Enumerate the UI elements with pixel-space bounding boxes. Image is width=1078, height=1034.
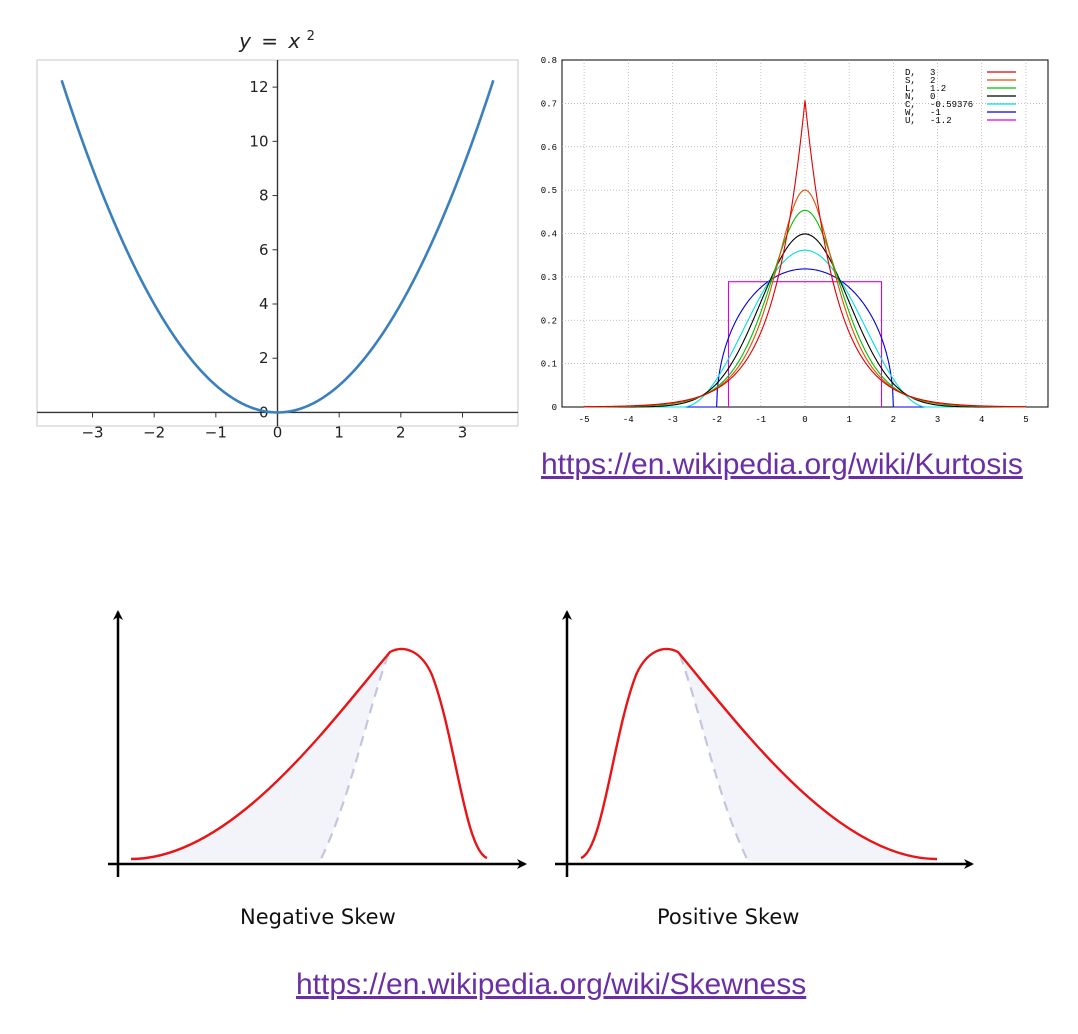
kurtosis-y-tick-label: 0.1 (541, 360, 557, 370)
legend-series-code: U, (905, 116, 916, 126)
title-equals: = (261, 29, 278, 53)
kurtosis-series (584, 100, 1026, 408)
parabola-curve (60, 79, 495, 414)
positive-skew-diagram (555, 610, 974, 877)
parabola-y-tick-label: 6 (259, 241, 269, 259)
kurtosis-x-tick-label: -4 (623, 415, 634, 425)
legend-series-value: 1.2 (930, 84, 946, 94)
parabola-y-tick-label: 4 (259, 295, 269, 313)
kurtosis-x-tick-label: -1 (755, 415, 766, 425)
legend-series-code: S, (905, 76, 916, 86)
kurtosis-y-tick-label: 0.2 (541, 316, 557, 326)
kurtosis-y-tick-label: 0.6 (541, 143, 557, 153)
kurtosis-x-tick-label: 1 (846, 415, 851, 425)
legend-series-code: N, (905, 92, 916, 102)
kurtosis-series-raised_cosine (584, 249, 1026, 408)
kurtosis-x-tick-label: -2 (711, 415, 722, 425)
legend-series-value: -0.59376 (930, 100, 973, 110)
negative-skew-diagram (108, 610, 527, 877)
positive-skew-shaded-area (680, 655, 937, 861)
legend-series-code: C, (905, 100, 916, 110)
kurtosis-tick-labels: -5 -4 -3 -2 -1 0 1 2 3 4 500.10.20.30.40.50.60.70.… (541, 56, 1029, 425)
title-y: y (238, 29, 252, 53)
kurtosis-series-normal (584, 233, 1026, 408)
legend-series-value: 2 (930, 76, 935, 86)
parabola-x-tick-label: 1 (334, 423, 344, 441)
parabola-title: y = x 2 (238, 29, 315, 53)
legend-series-value: 3 (930, 68, 935, 78)
kurtosis-series-uniform (727, 281, 883, 407)
skewness-link[interactable]: https://en.wikipedia.org/wiki/Skewness (296, 968, 807, 1001)
negative-skew-curve (130, 647, 488, 861)
kurtosis-series-laplace (584, 100, 1026, 408)
parabola-y-tick-label: 10 (249, 132, 268, 150)
kurtosis-x-tick-label: -3 (667, 415, 678, 425)
kurtosis-x-tick-label: -5 (579, 415, 590, 425)
kurtosis-x-tick-label: 3 (935, 415, 940, 425)
kurtosis-chart: -5 -4 -3 -2 -1 0 1 2 3 4 500.10.20.30.40.50.60.70.… (541, 56, 1049, 425)
legend-series-code: L, (905, 84, 916, 94)
parabola-y-tick-label: 0 (259, 403, 269, 421)
parabola-x-tick-label: −1 (205, 423, 227, 441)
title-x: x (287, 29, 300, 53)
legend-series-value: -1 (930, 108, 941, 118)
negative-skew-symmetric-reference (319, 654, 390, 862)
parabola-x-tick-label: 3 (458, 423, 468, 441)
kurtosis-y-tick-label: 0.3 (541, 273, 557, 283)
kurtosis-x-tick-label: 2 (891, 415, 896, 425)
kurtosis-x-tick-label: 0 (802, 415, 807, 425)
title-exponent: 2 (307, 29, 315, 44)
legend-series-code: W, (905, 108, 916, 118)
parabola-y-tick-label: 8 (259, 187, 269, 205)
positive-skew-symmetric-reference (678, 654, 749, 862)
negative-skew-shaded-area (131, 655, 388, 861)
parabola-x-tick-label: 0 (273, 423, 283, 441)
legend-series-code: D, (905, 68, 916, 78)
kurtosis-x-tick-label: 5 (1023, 415, 1028, 425)
parabola-x-tick-label: −3 (81, 423, 103, 441)
legend-series-value: 0 (930, 92, 935, 102)
kurtosis-y-tick-label: 0.4 (541, 230, 557, 240)
kurtosis-y-tick-label: 0.7 (541, 99, 557, 109)
kurtosis-y-tick-label: 0.5 (541, 186, 557, 196)
parabola-x-tick-label: 2 (396, 423, 406, 441)
parabola-x-tick-label: −2 (143, 423, 165, 441)
legend-series-value: -1.2 (930, 116, 952, 126)
parabola-y-tick-label: 2 (259, 349, 269, 367)
negative-skew-caption: Negative Skew (240, 905, 396, 929)
kurtosis-y-tick-label: 0.8 (541, 56, 557, 66)
kurtosis-y-tick-label: 0 (552, 403, 557, 413)
kurtosis-link[interactable]: https://en.wikipedia.org/wiki/Kurtosis (541, 448, 1023, 481)
parabola-y-tick-label: 12 (249, 78, 268, 96)
positive-skew-curve (580, 647, 938, 861)
kurtosis-grid (562, 60, 1048, 407)
positive-skew-caption: Positive Skew (657, 905, 800, 929)
kurtosis-x-tick-label: 4 (979, 415, 984, 425)
kurtosis-legend: D, 3 S, 2 L, 1.2 N, 0 C, -0.59376 W, -1 U, -1.2 (905, 68, 1016, 126)
